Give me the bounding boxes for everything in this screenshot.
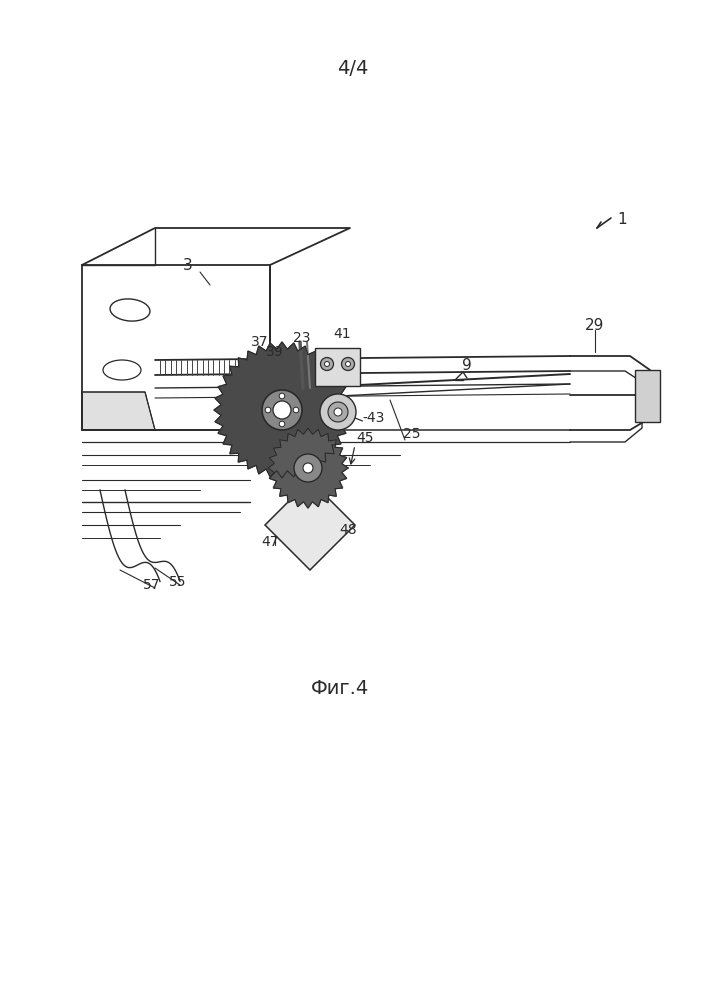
Polygon shape — [265, 480, 355, 570]
Text: Фиг.4: Фиг.4 — [311, 678, 369, 698]
Circle shape — [320, 358, 334, 370]
Text: 37: 37 — [251, 335, 269, 349]
Circle shape — [334, 408, 342, 416]
Text: 57: 57 — [144, 578, 160, 592]
Text: 41: 41 — [333, 327, 351, 341]
Circle shape — [293, 407, 299, 413]
Text: 48: 48 — [339, 523, 357, 537]
Text: 3: 3 — [183, 257, 193, 272]
Circle shape — [279, 393, 285, 399]
Polygon shape — [82, 392, 155, 430]
Polygon shape — [214, 342, 350, 478]
Text: 9: 9 — [462, 358, 472, 372]
Text: 55: 55 — [169, 575, 187, 589]
Circle shape — [279, 421, 285, 427]
Polygon shape — [268, 428, 348, 508]
Circle shape — [303, 463, 313, 473]
Text: 29: 29 — [585, 318, 604, 332]
Text: 25: 25 — [403, 427, 421, 441]
Circle shape — [265, 407, 271, 413]
Text: -43: -43 — [363, 411, 385, 425]
Circle shape — [294, 454, 322, 482]
Text: 45: 45 — [356, 431, 374, 445]
Polygon shape — [315, 348, 360, 386]
Text: 23: 23 — [293, 331, 311, 345]
Circle shape — [341, 358, 354, 370]
Polygon shape — [635, 370, 660, 422]
Text: 4/4: 4/4 — [337, 58, 368, 78]
Text: 1: 1 — [617, 213, 627, 228]
Circle shape — [346, 361, 351, 366]
Circle shape — [325, 361, 329, 366]
Circle shape — [273, 401, 291, 419]
Circle shape — [328, 402, 348, 422]
Circle shape — [262, 390, 302, 430]
Text: 39: 39 — [267, 345, 284, 359]
Circle shape — [320, 394, 356, 430]
Text: 47: 47 — [262, 535, 279, 549]
